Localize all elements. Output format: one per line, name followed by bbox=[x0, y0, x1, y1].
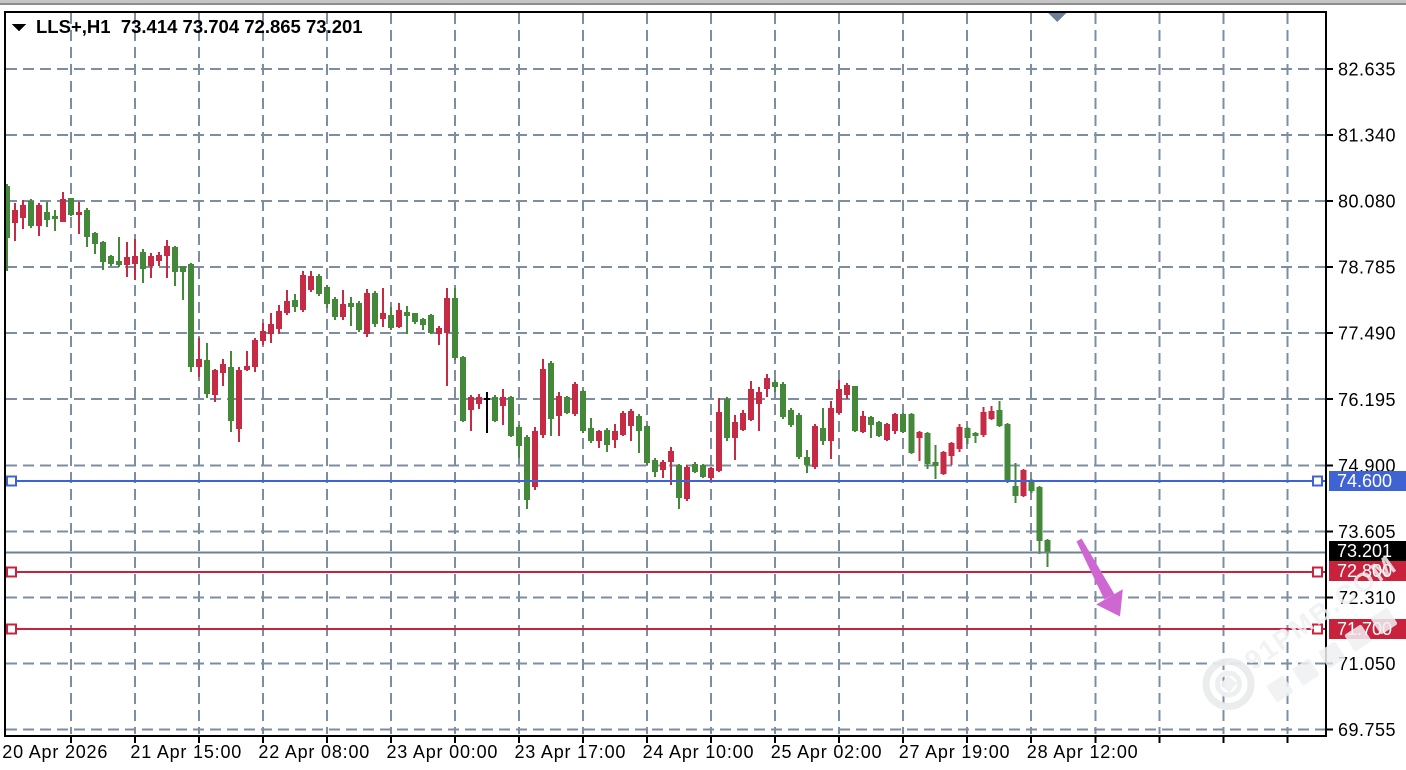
svg-text:80.080: 80.080 bbox=[1338, 192, 1396, 212]
svg-text:76.195: 76.195 bbox=[1338, 390, 1396, 410]
svg-text:72.310: 72.310 bbox=[1338, 588, 1396, 608]
svg-text:23 Apr 00:00: 23 Apr 00:00 bbox=[387, 742, 499, 762]
svg-text:24 Apr 10:00: 24 Apr 10:00 bbox=[643, 742, 755, 762]
svg-text:27 Apr 19:00: 27 Apr 19:00 bbox=[899, 742, 1011, 762]
svg-text:77.490: 77.490 bbox=[1338, 324, 1396, 344]
svg-text:78.785: 78.785 bbox=[1338, 258, 1396, 278]
svg-text:25 Apr 02:00: 25 Apr 02:00 bbox=[771, 742, 883, 762]
svg-text:73.605: 73.605 bbox=[1338, 522, 1396, 542]
svg-text:71.050: 71.050 bbox=[1338, 654, 1396, 674]
svg-text:20 Apr 2026: 20 Apr 2026 bbox=[2, 742, 108, 762]
svg-text:82.635: 82.635 bbox=[1338, 60, 1396, 80]
svg-text:21 Apr 15:00: 21 Apr 15:00 bbox=[130, 742, 242, 762]
svg-text:73.201: 73.201 bbox=[1337, 541, 1392, 561]
svg-text:28 Apr 12:00: 28 Apr 12:00 bbox=[1027, 742, 1139, 762]
svg-text:69.755: 69.755 bbox=[1338, 720, 1396, 740]
svg-text:23 Apr 17:00: 23 Apr 17:00 bbox=[515, 742, 627, 762]
svg-text:74.900: 74.900 bbox=[1338, 456, 1396, 476]
svg-text:72.800: 72.800 bbox=[1337, 561, 1392, 581]
svg-text:22 Apr 08:00: 22 Apr 08:00 bbox=[258, 742, 370, 762]
svg-text:74.600: 74.600 bbox=[1337, 471, 1392, 491]
svg-text:81.340: 81.340 bbox=[1338, 126, 1396, 146]
svg-text:LLS+,H1 73.414 73.704 72.865: LLS+,H1 73.414 73.704 72.865 73.201 bbox=[36, 16, 363, 37]
